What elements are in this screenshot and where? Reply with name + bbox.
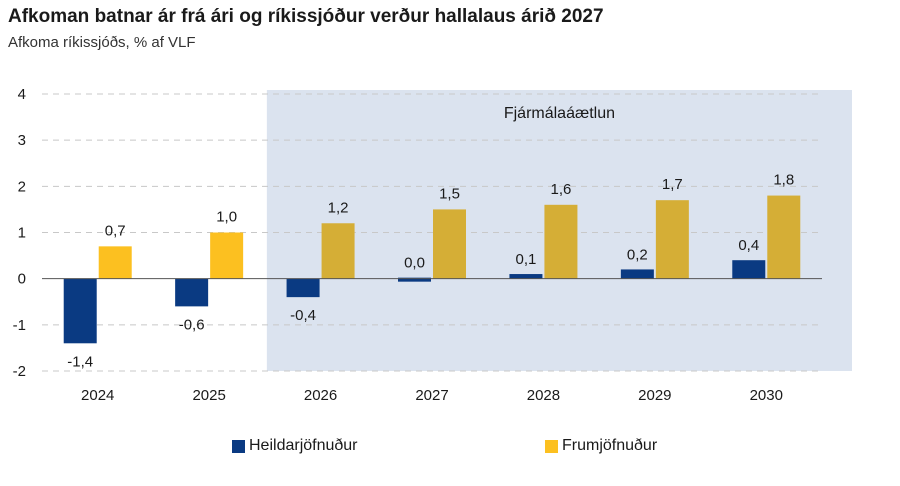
data-label-frumjofnudur: 1,6 xyxy=(550,181,571,198)
bar-heildarjofnudur xyxy=(175,278,209,307)
legend-item-heildarjofnudur: Heildarjöfnuður xyxy=(232,437,358,455)
legend-item-frumjofnudur: Frumjöfnuður xyxy=(545,437,657,455)
x-tick-label: 2029 xyxy=(638,387,671,404)
data-label-heildarjofnudur: -0,6 xyxy=(179,316,205,333)
chart-subtitle: Afkoma ríkissjóðs, % af VLF xyxy=(8,34,196,51)
x-tick-label: 2028 xyxy=(527,387,560,404)
data-label-frumjofnudur: 1,7 xyxy=(662,176,683,193)
y-tick-label: -2 xyxy=(13,363,26,380)
bar-heildarjofnudur xyxy=(398,277,431,282)
data-label-heildarjofnudur: 0,0 xyxy=(404,255,425,272)
y-tick-label: 3 xyxy=(18,132,26,149)
bar-frumjofnudur xyxy=(98,246,132,279)
bar-heildarjofnudur xyxy=(620,269,654,279)
bar-frumjofnudur xyxy=(655,200,689,279)
legend-swatch-heildarjofnudur xyxy=(232,439,245,453)
bar-heildarjofnudur xyxy=(63,278,97,344)
legend-label-heildarjofnudur: Heildarjöfnuður xyxy=(249,437,358,454)
bar-heildarjofnudur xyxy=(286,278,320,298)
y-tick-label: 2 xyxy=(18,178,26,195)
x-tick-label: 2024 xyxy=(81,387,114,404)
bar-frumjofnudur xyxy=(321,223,355,279)
bar-heildarjofnudur xyxy=(509,274,543,279)
data-label-heildarjofnudur: 0,1 xyxy=(515,251,536,268)
y-tick-label: 0 xyxy=(18,271,26,288)
bar-frumjofnudur xyxy=(433,209,466,279)
x-tick-label: 2026 xyxy=(304,387,337,404)
chart-title: Afkoman batnar ár frá ári og ríkissjóður… xyxy=(8,6,604,27)
y-tick-label: 1 xyxy=(18,225,26,242)
data-label-heildarjofnudur: 0,4 xyxy=(738,237,759,254)
data-label-frumjofnudur: 1,0 xyxy=(216,209,237,226)
forecast-band-label: Fjármálaáætlun xyxy=(504,105,615,122)
data-label-frumjofnudur: 0,7 xyxy=(105,222,126,239)
bar-frumjofnudur xyxy=(767,195,801,279)
data-label-heildarjofnudur: -1,4 xyxy=(67,353,93,370)
bar-heildarjofnudur xyxy=(732,260,766,279)
data-label-frumjofnudur: 1,8 xyxy=(773,172,794,189)
y-tick-label: -1 xyxy=(13,317,26,334)
bar-frumjofnudur xyxy=(544,204,578,279)
y-tick-label: 4 xyxy=(18,86,26,103)
bar-frumjofnudur xyxy=(210,232,244,279)
x-tick-label: 2027 xyxy=(415,387,448,404)
legend-label-frumjofnudur: Frumjöfnuður xyxy=(562,437,658,454)
x-tick-label: 2030 xyxy=(750,387,783,404)
x-tick-label: 2025 xyxy=(192,387,225,404)
data-label-heildarjofnudur: -0,4 xyxy=(290,307,316,324)
data-label-heildarjofnudur: 0,2 xyxy=(627,246,648,263)
data-label-frumjofnudur: 1,5 xyxy=(439,185,460,202)
data-label-frumjofnudur: 1,2 xyxy=(328,199,349,216)
legend-swatch-frumjofnudur xyxy=(545,439,558,453)
